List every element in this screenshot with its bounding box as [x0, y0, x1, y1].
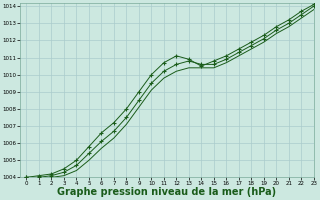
X-axis label: Graphe pression niveau de la mer (hPa): Graphe pression niveau de la mer (hPa) [57, 187, 276, 197]
